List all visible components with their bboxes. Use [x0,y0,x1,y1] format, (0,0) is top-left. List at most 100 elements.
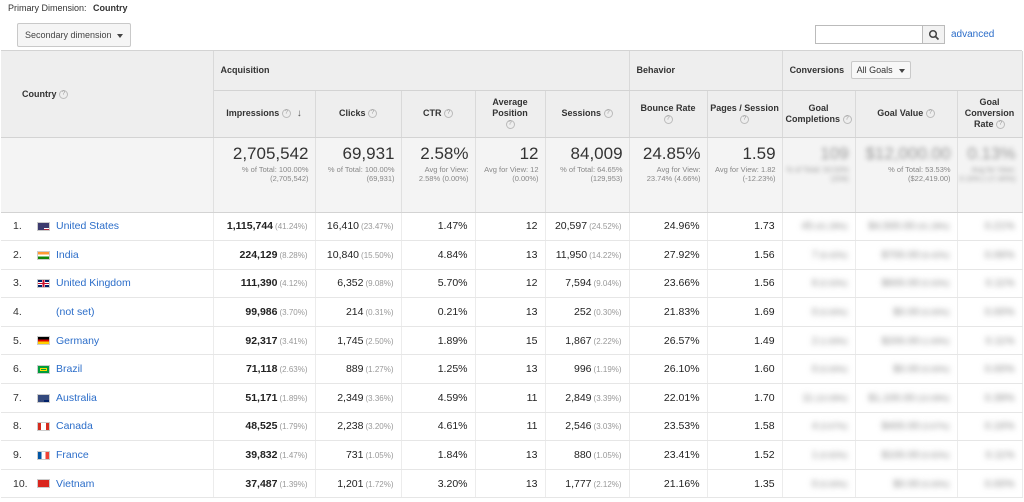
search-button[interactable] [922,25,945,44]
help-icon[interactable]: ? [281,108,291,118]
goal-value-column-header[interactable]: Goal Value ? [855,90,958,138]
goal-completions-value: 7 [811,248,818,261]
table-row: 4. (not set) 99,986 (3.70%) 214 (0.31%) 0.21% 1… [1,297,1023,327]
secondary-dimension-dropdown[interactable]: Secondary dimension [17,23,131,47]
country-link[interactable]: France [56,449,89,462]
impressions-cell: 224,129 (8.28%) [213,240,316,270]
goal-completions-value: 45 [801,220,814,233]
row-index: 4. [13,306,22,319]
impressions-percent: (3.41%) [279,336,308,346]
country-link[interactable]: Brazil [56,363,83,376]
impressions-cell: 111,390 (4.12%) [213,269,316,299]
country-link[interactable]: United Kingdom [56,277,131,290]
help-icon[interactable]: ? [740,114,750,124]
goal-completions-header-label: Goal Completions [785,102,841,124]
flag-br-icon [37,364,50,374]
help-icon[interactable]: ? [59,89,69,99]
bounce-rate-column-header[interactable]: Bounce Rate? [629,90,708,138]
clicks-value: 2,349 [337,391,364,404]
country-link[interactable]: India [56,248,79,261]
table-search-input[interactable] [815,25,923,44]
sessions-value: 7,594 [565,277,592,290]
goal-completions-cell: 4 (3.67%) [782,412,856,442]
avg-position-header-label: Average Position [492,97,528,119]
clicks-percent: (3.20%) [365,422,394,432]
help-icon[interactable]: ? [444,109,453,119]
sessions-percent: (3.39%) [593,393,622,403]
country-cell: 9. France [1,440,214,470]
help-icon[interactable]: ? [996,120,1006,130]
clicks-value: 889 [345,363,364,376]
goal-completions-column-header[interactable]: Goal Completions ? [782,90,856,138]
pages-session-header-label: Pages / Session [710,102,779,113]
help-icon[interactable]: ? [925,109,935,119]
all-goals-dropdown[interactable]: All Goals [850,61,911,80]
country-link[interactable]: Canada [56,420,93,433]
total-goal-value-value: $12,000.00 [865,143,951,163]
impressions-percent: (8.28%) [279,250,308,260]
goal-value-cell: $4,500.00 (41.28%) [855,212,958,242]
country-link[interactable]: (not set) [56,306,95,319]
avg-position-cell: 13 [475,354,546,385]
goal-value-percent: (0.92%) [921,451,950,461]
country-column-header[interactable]: Country ? [1,51,214,138]
clicks-column-header[interactable]: Clicks ? [315,90,402,138]
total-ctr: 2.58% Avg for View: 2.58% (0.00%) [401,137,476,213]
country-header-label: Country [22,88,57,99]
total-ctr-value: 2.58% [420,143,469,163]
total-goal-conversion-rate: 0.13% Avg for View: 0.16% (-17.40%) [957,137,1023,213]
goal-value-cell: $600.00 (5.50%) [855,269,958,299]
goal-value-cell: $400.00 (3.67%) [855,412,958,442]
help-icon[interactable]: ? [368,109,378,119]
country-link[interactable]: Germany [56,334,100,347]
total-sessions-subtext: % of Total: 64.65% (129,953) [560,164,623,183]
goal-value-value: $700.00 [881,248,920,261]
bounce-rate-cell: 21.83% [629,297,708,327]
impressions-value: 51,171 [245,391,278,404]
goal-value-value: $200.00 [881,334,920,347]
primary-dimension-country[interactable]: Country [93,3,128,13]
ctr-column-header[interactable]: CTR ? [401,90,476,138]
goal-completions-percent: (5.50%) [819,279,848,289]
country-link[interactable]: Australia [56,391,97,404]
conversions-group-header: Conversions All Goals [782,51,1023,91]
total-goal-conversion-rate-subtext: Avg for View: 0.16% (-17.40%) [959,164,1016,183]
goal-conversion-rate-header-label: Goal Conversion Rate [964,97,1015,129]
country-link[interactable]: Vietnam [56,477,95,490]
goal-completions-cell: 0 (0.00%) [782,354,856,385]
table-row: 9. France 39,832 (1.47%) 731 (1.05%) 1.84% 13 88… [1,440,1023,470]
help-icon[interactable]: ? [505,120,515,130]
pages-session-column-header[interactable]: Pages / Session ? [707,90,783,138]
sessions-cell: 996 (1.19%) [545,354,630,385]
total-goal-value-subtext: % of Total: 53.53% ($22,419.00) [888,164,951,183]
avg-position-cell: 13 [475,297,546,327]
help-icon[interactable]: ? [603,109,613,119]
sessions-value: 11,950 [555,248,588,261]
total-bounce-rate-value: 24.85% [642,143,701,163]
search-icon [928,29,940,41]
goal-completions-value: 0 [811,363,818,376]
impressions-column-header[interactable]: Impressions ? ↓ [213,90,316,138]
country-link[interactable]: United States [56,220,120,233]
goal-value-value: $0.00 [893,306,920,319]
primary-dimension-label: Primary Dimension: [8,3,87,13]
avg-position-column-header[interactable]: Average Position? [475,90,546,138]
impressions-value: 99,986 [245,306,278,319]
sessions-value: 880 [574,449,592,462]
total-impressions-subtext: % of Total: 100.00% (2,705,542) [241,164,309,183]
sessions-value: 2,546 [565,420,592,433]
clicks-percent: (1.72%) [365,479,394,489]
total-clicks-value: 69,931 [342,143,395,163]
help-icon[interactable]: ? [842,114,852,124]
sessions-column-header[interactable]: Sessions ? [545,90,630,138]
pages-session-cell: 1.69 [707,297,783,327]
goal-completions-cell: 45 (41.28%) [782,212,856,242]
impressions-percent: (1.47%) [279,451,308,461]
table-row: 3. United Kingdom 111,390 (4.12%) 6,352 (9.08… [1,269,1023,299]
help-icon[interactable]: ? [663,114,673,124]
advanced-filter-link[interactable]: advanced [951,29,995,40]
goal-conversion-rate-value: 0.00% [984,363,1015,376]
goal-conversion-rate-column-header[interactable]: Goal Conversion Rate ? [957,90,1023,138]
sort-descending-icon[interactable]: ↓ [296,107,302,119]
ctr-cell: 1.25% [401,354,476,385]
